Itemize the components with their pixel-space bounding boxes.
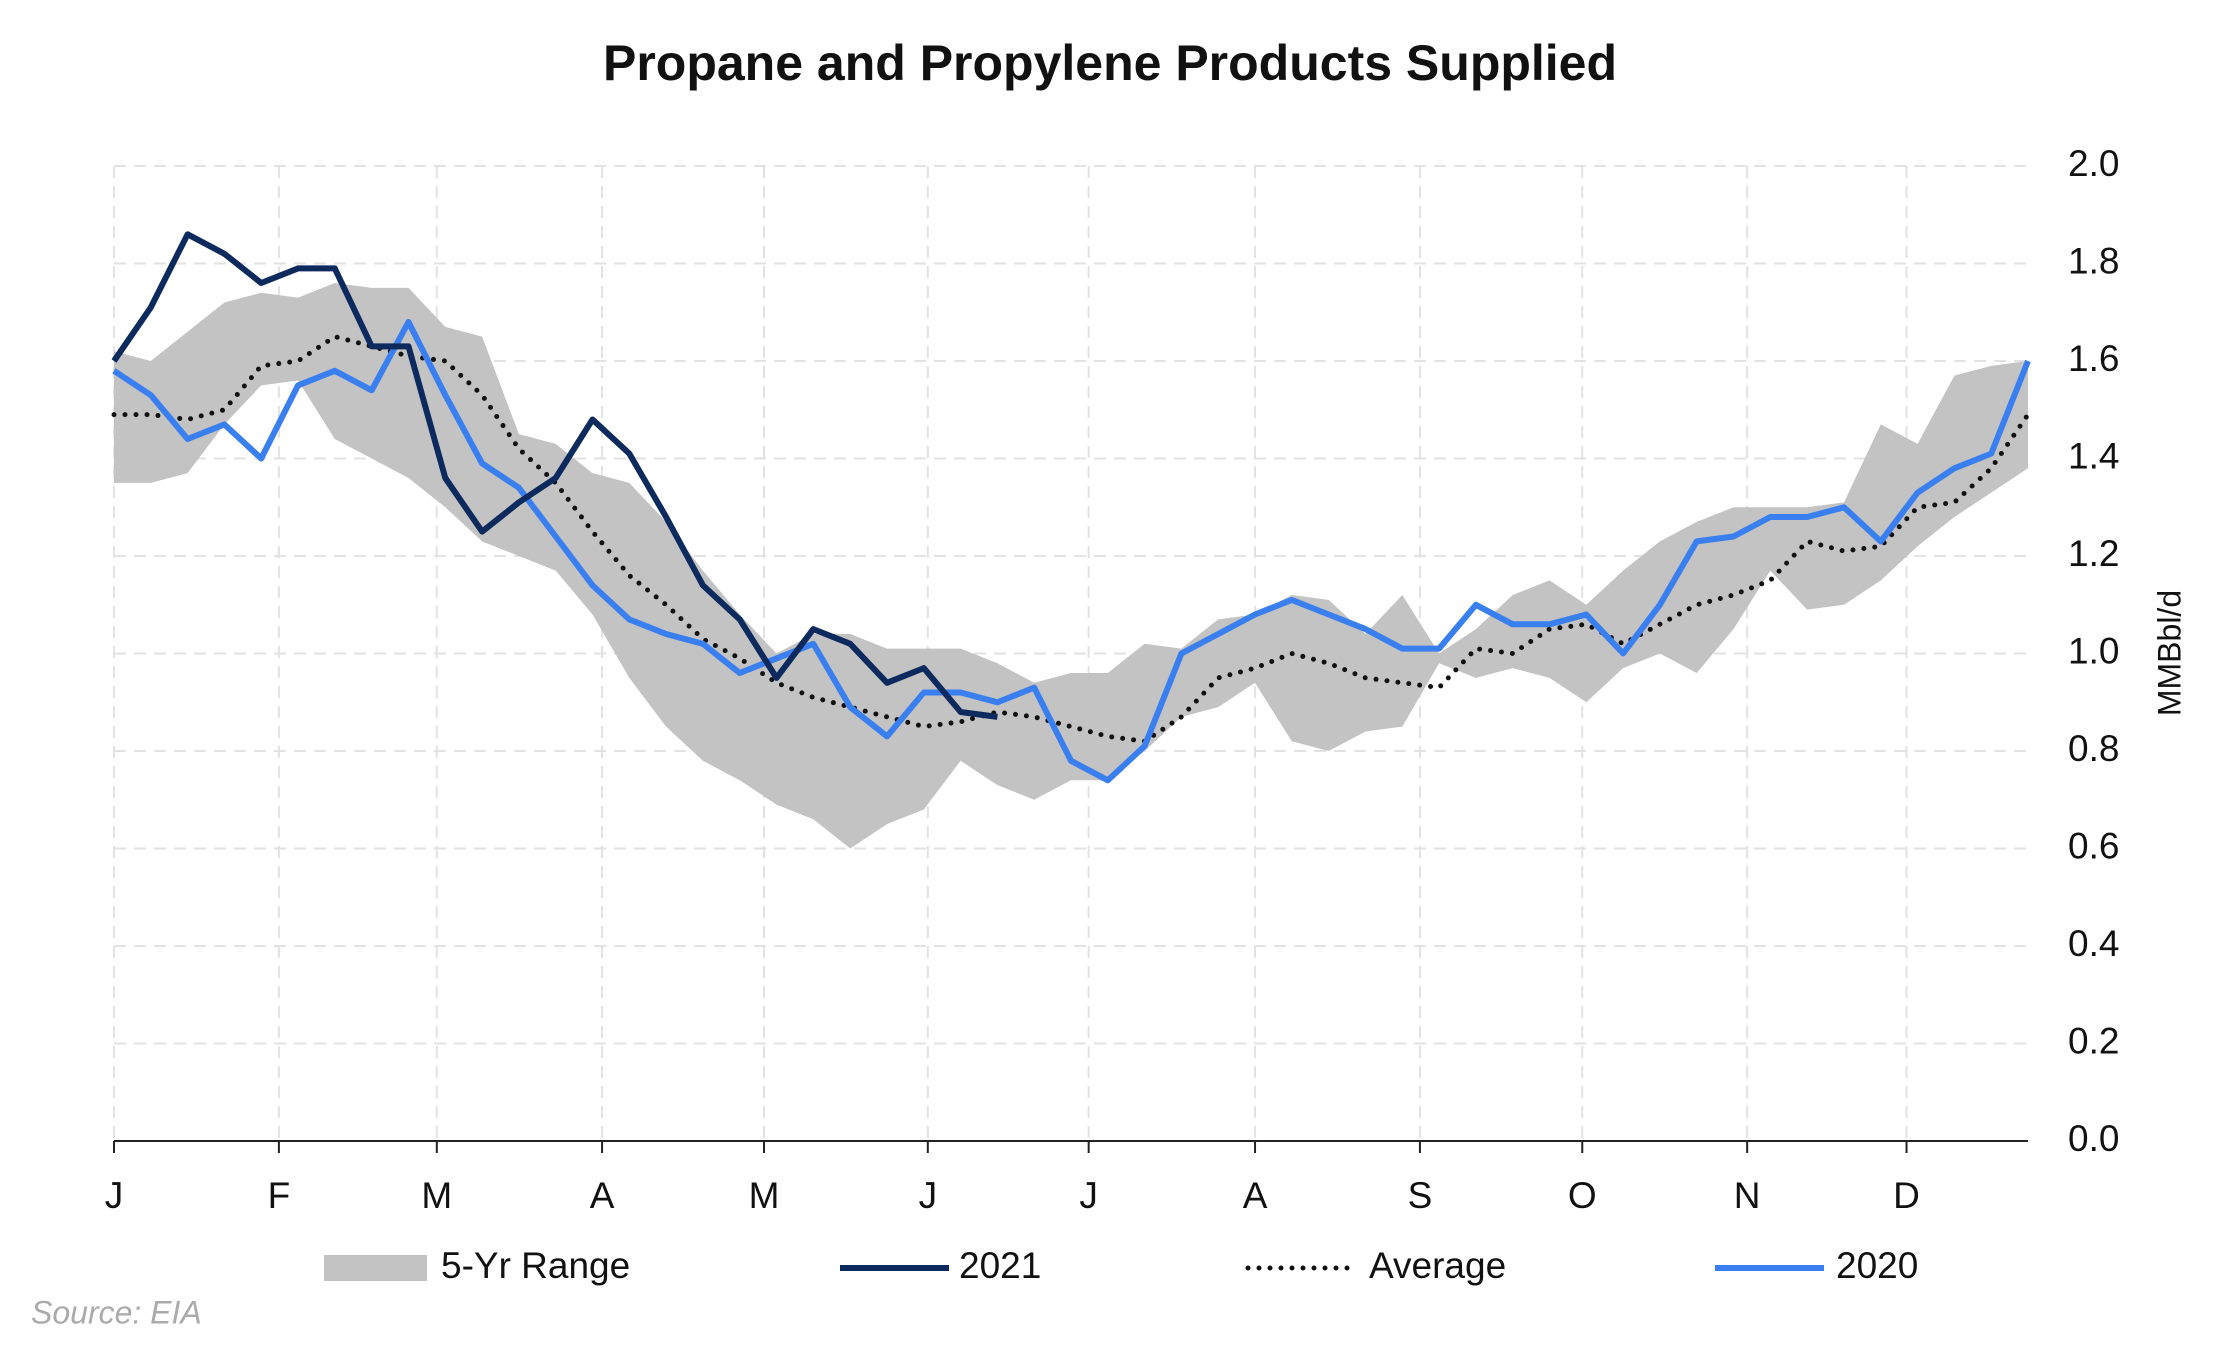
x-tick-label: S [1408,1175,1433,1216]
legend-label: Average [1369,1245,1506,1286]
y-tick-label: 0.6 [2068,825,2119,866]
legend-label: 2021 [959,1245,1041,1286]
y-tick-label: 0.2 [2068,1020,2119,1061]
y-axis-label: MMBbl/d [2151,590,2187,716]
y-tick-label: 0.8 [2068,728,2119,769]
y-tick-label: 1.4 [2068,435,2119,476]
y-tick-label: 0.4 [2068,923,2119,964]
y-tick-label: 2.0 [2068,143,2119,184]
x-tick-label: J [919,1175,938,1216]
x-tick-label: M [421,1175,452,1216]
x-tick-label: M [749,1175,780,1216]
legend-label: 5-Yr Range [441,1245,630,1286]
legend-swatch [324,1255,427,1281]
y-tick-label: 1.6 [2068,338,2119,379]
x-tick-label: F [268,1175,291,1216]
y-tick-label: 0.0 [2068,1118,2119,1159]
range-area [114,283,2028,849]
y-tick-label: 1.0 [2068,630,2119,671]
x-tick-label: N [1734,1175,1761,1216]
series-line [111,333,2031,744]
x-tick-label: J [1079,1175,1098,1216]
x-tick-label: A [1243,1175,1268,1216]
source-note: Source: EIA [31,1294,202,1330]
x-tick-label: J [105,1175,124,1216]
y-tick-label: 1.8 [2068,240,2119,281]
legend-label: 2020 [1836,1245,1918,1286]
series-line [112,319,2031,784]
series-line [111,231,998,720]
x-tick-label: O [1568,1175,1597,1216]
x-tick-label: D [1893,1175,1920,1216]
y-tick-label: 1.2 [2068,533,2119,574]
x-tick-label: A [590,1175,615,1216]
chart-title: Propane and Propylene Products Supplied [603,35,1617,91]
